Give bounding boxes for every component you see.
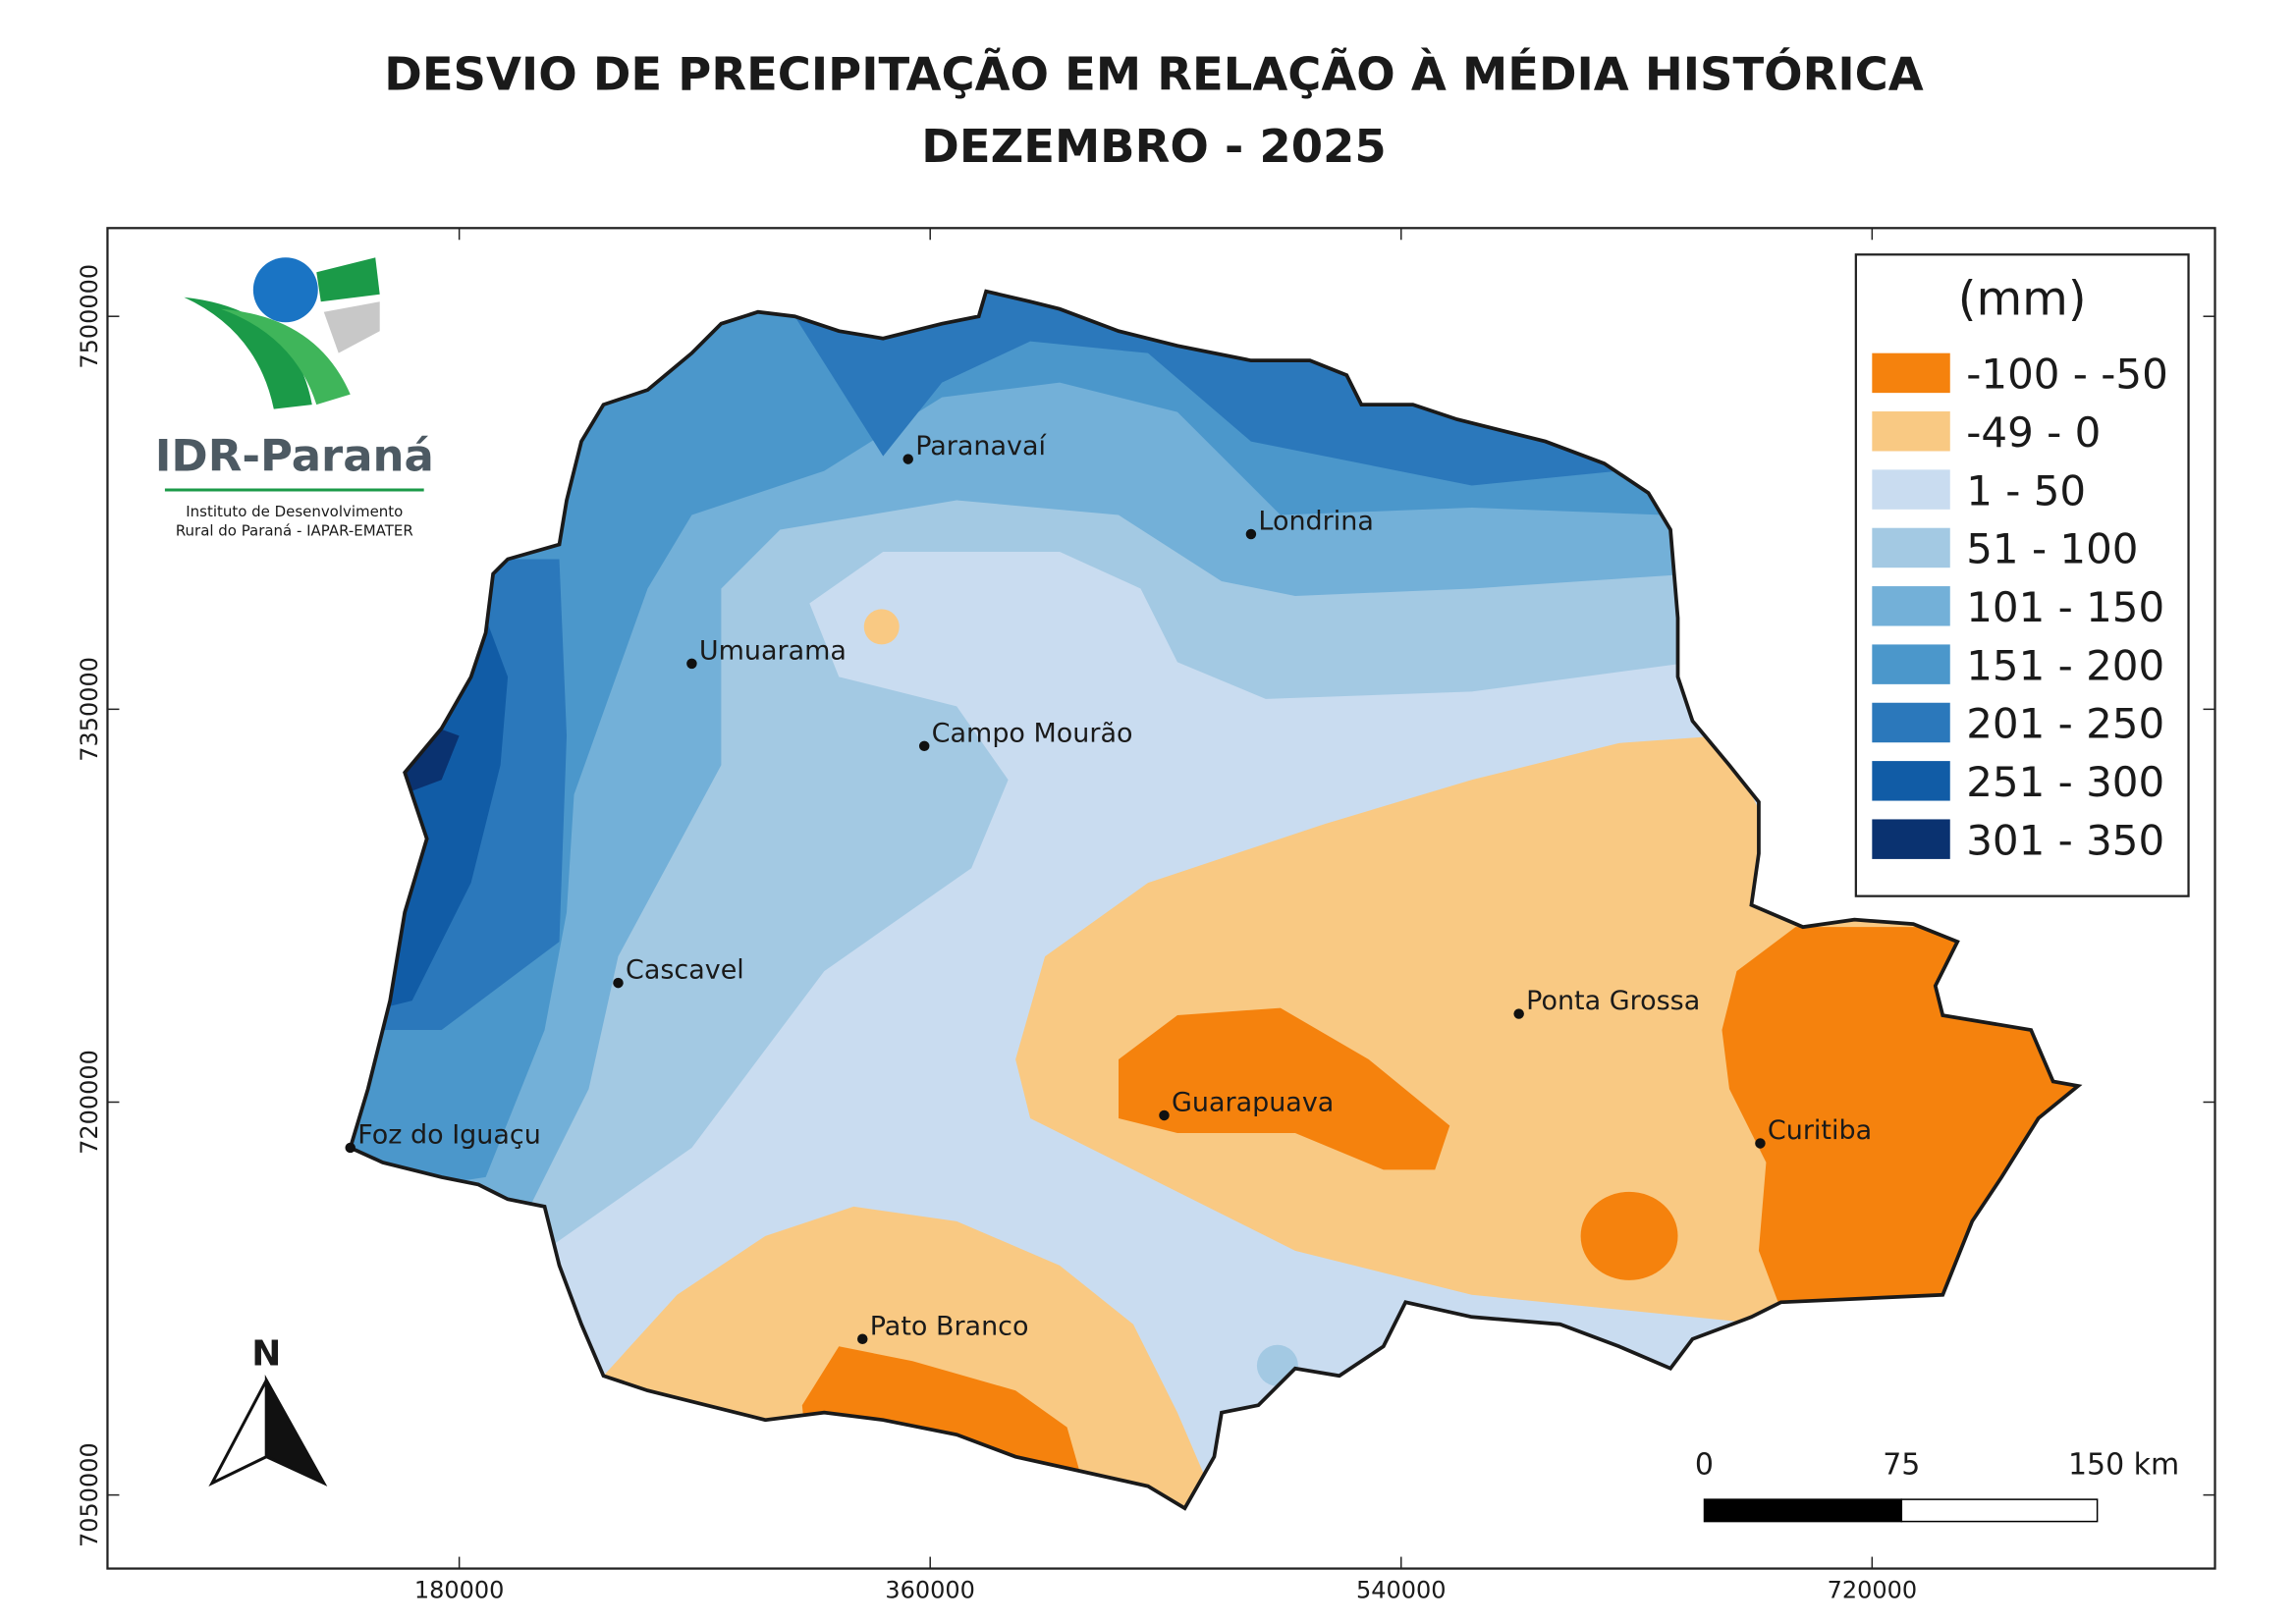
logo-swoosh: [220, 308, 351, 406]
legend-swatch: [1872, 469, 1950, 510]
city-dot: [686, 658, 697, 670]
logo-sun: [252, 257, 318, 323]
city-label: Guarapuava: [1172, 1087, 1334, 1117]
zone: [1580, 1191, 1678, 1280]
legend-label: 251 - 300: [1966, 758, 2164, 806]
legend-title: (mm): [1958, 272, 2087, 327]
legend: (mm) -100 - -50 -49 - 0 1 - 50 51 - 100 101 …: [1854, 253, 2190, 897]
legend-swatch: [1872, 644, 1950, 684]
legend-label: 1 - 50: [1966, 466, 2086, 514]
legend-label: 201 - 250: [1966, 700, 2164, 748]
logo-name: IDR-Paraná: [155, 430, 434, 482]
scale-segment: [1703, 1498, 1903, 1523]
x-tick-label: 180000: [414, 1577, 505, 1604]
legend-swatch: [1872, 527, 1950, 568]
city-label: Ponta Grossa: [1526, 986, 1700, 1016]
scale-bar: 0 75 150 km: [1695, 1448, 2179, 1523]
logo-subtitle: Rural do Paraná - IAPAR-EMATER: [176, 522, 413, 540]
y-tick-label: 7200000: [76, 1050, 103, 1155]
x-tick-label: 360000: [885, 1577, 975, 1604]
legend-label: -49 - 0: [1966, 408, 2101, 457]
city-dot: [1755, 1138, 1766, 1149]
y-tick-label: 7500000: [76, 264, 103, 369]
city-label: Pato Branco: [870, 1311, 1029, 1341]
city-dot: [345, 1142, 355, 1154]
x-tick-label: 720000: [1828, 1577, 1918, 1604]
city-label: Londrina: [1258, 507, 1373, 537]
scale-label: 0: [1695, 1448, 1714, 1483]
legend-swatch: [1872, 761, 1950, 801]
city-dot: [918, 740, 930, 752]
legend-label: 51 - 100: [1966, 525, 2138, 573]
legend-swatch: [1872, 352, 1950, 394]
legend-swatch: [1872, 819, 1950, 859]
logo-swoosh: [184, 297, 312, 409]
legend-label: -100 - -50: [1966, 351, 2168, 399]
y-tick-label: 7050000: [76, 1442, 103, 1547]
city-label: Umuarama: [699, 635, 847, 666]
city-dot: [1159, 1109, 1170, 1121]
arrow-right: [264, 1374, 328, 1487]
scale-label: 150 km: [2068, 1448, 2179, 1483]
y-tick-label: 7350000: [76, 657, 103, 762]
legend-swatch: [1872, 702, 1950, 743]
city-label: Foz do Iguaçu: [357, 1119, 541, 1150]
zone: [1119, 1007, 1450, 1170]
city-dot: [1245, 528, 1257, 540]
logo-swoosh: [323, 301, 380, 353]
north-arrow: N: [208, 1334, 328, 1487]
legend-swatch: [1872, 411, 1950, 452]
cities: Paranavaí Londrina Umuarama Campo Mourão Cas…: [345, 431, 1872, 1345]
city-dot: [613, 977, 624, 989]
city-label: Campo Mourão: [932, 718, 1133, 748]
logo-subtitle: Instituto de Desenvolvimento: [186, 503, 403, 520]
city-dot: [902, 454, 913, 464]
zone: [863, 609, 900, 645]
axes: 180000 360000 540000 720000 7050000 7200000 73…: [76, 228, 2215, 1604]
legend-label: 151 - 200: [1966, 641, 2164, 689]
logo-swoosh: [316, 257, 380, 302]
subtitle: DEZEMBRO - 2025: [921, 120, 1386, 173]
city-label: Paranavaí: [915, 431, 1047, 461]
legend-swatch: [1872, 586, 1950, 626]
city-label: Curitiba: [1768, 1115, 1872, 1146]
city-dot: [1513, 1008, 1524, 1019]
x-tick-label: 540000: [1356, 1577, 1447, 1604]
city-label: Cascavel: [626, 955, 744, 986]
logo: IDR-Paraná Instituto de Desenvolvimento …: [155, 257, 434, 540]
scale-label: 75: [1883, 1448, 1920, 1483]
title: DESVIO DE PRECIPITAÇÃO EM RELAÇÃO À MÉDI…: [384, 46, 1923, 100]
scale-segment: [1900, 1498, 2099, 1523]
north-label: N: [251, 1334, 281, 1375]
city-dot: [857, 1333, 868, 1345]
legend-label: 301 - 350: [1966, 816, 2164, 864]
legend-label: 101 - 150: [1966, 583, 2164, 631]
